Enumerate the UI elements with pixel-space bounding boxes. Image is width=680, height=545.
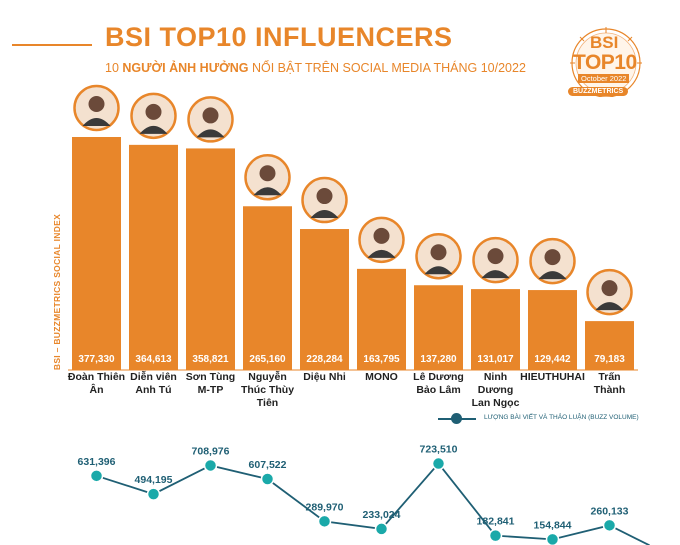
title-rule — [12, 44, 92, 46]
line-point — [488, 528, 503, 543]
avatar-body-icon — [595, 302, 624, 311]
badge-line1: BSI — [590, 33, 619, 52]
category-label: Đoàn Thiên — [68, 371, 125, 383]
avatar-body-icon — [538, 271, 567, 280]
bar — [72, 136, 121, 370]
bar-value-label: 228,284 — [306, 354, 343, 365]
category-label: M-TP — [198, 384, 224, 396]
avatar-head-icon — [316, 188, 333, 205]
category-label: Thúc Thùy — [241, 384, 294, 396]
avatar-body-icon — [196, 129, 225, 138]
category-label: Trấn — [598, 371, 620, 383]
avatar-head-icon — [88, 95, 105, 112]
avatar-body-icon — [139, 125, 168, 134]
badge-line4: BUZZMETRICS — [568, 87, 629, 96]
line-value-label: 708,976 — [192, 445, 230, 457]
line-point — [89, 469, 104, 483]
avatar-body-icon — [424, 266, 453, 275]
category-label: Diệu Nhi — [303, 371, 346, 383]
avatar-head-icon — [259, 165, 276, 182]
avatar-head-icon — [601, 280, 618, 297]
page-subtitle: 10 NGƯỜI ẢNH HƯỞNG NỔI BẬT TRÊN SOCIAL M… — [105, 61, 526, 75]
line-point — [260, 472, 275, 486]
page-title: BSI TOP10 INFLUENCERS — [105, 22, 453, 52]
avatar-body-icon — [82, 117, 111, 126]
avatar-head-icon — [202, 107, 219, 124]
legend-marker-icon — [451, 413, 462, 424]
bar-value-label: 79,183 — [594, 354, 625, 365]
category-label: Lê Dương — [413, 371, 464, 383]
line-value-label: 631,396 — [78, 456, 116, 468]
category-label: Thành — [594, 384, 626, 396]
bar-value-label: 358,821 — [192, 354, 229, 365]
bar-value-label: 163,795 — [363, 354, 400, 365]
avatar-head-icon — [544, 249, 561, 266]
avatar-body-icon — [367, 249, 396, 258]
bar-value-label: 131,017 — [477, 354, 514, 365]
category-label: Anh Tú — [135, 384, 171, 396]
avatar-body-icon — [253, 187, 282, 196]
line-point — [146, 487, 161, 501]
category-label: Bảo Lâm — [416, 384, 460, 396]
line-value-label: 494,195 — [135, 474, 173, 486]
series-line — [96, 462, 650, 545]
line-point — [374, 522, 389, 536]
category-label: MONO — [365, 371, 398, 383]
line-point — [431, 456, 446, 471]
line-value-label: 154,844 — [534, 519, 572, 531]
category-label: Lan Ngọc — [472, 397, 520, 409]
category-label: Ân — [90, 383, 104, 396]
avatar-head-icon — [145, 103, 162, 120]
line-point — [602, 518, 617, 533]
bar-value-label: 377,330 — [78, 354, 115, 365]
bar — [129, 144, 178, 370]
avatar-head-icon — [430, 244, 447, 261]
avatar-body-icon — [481, 270, 510, 279]
legend-label: LƯỢNG BÀI VIẾT VÀ THẢO LUẬN (BUZZ VOLUME… — [484, 414, 639, 421]
bar — [300, 229, 349, 370]
line-value-label: 723,510 — [420, 444, 458, 456]
line-point — [317, 514, 332, 529]
category-label: Dương — [478, 384, 513, 396]
badge-line3: October 2022 — [578, 74, 630, 83]
category-label: Tiên — [257, 397, 278, 409]
bar — [186, 148, 235, 370]
bsi-top10-badge: BSI TOP10 October 2022 BUZZMETRICS — [560, 25, 648, 97]
line-value-label: 233,024 — [363, 509, 401, 521]
bar — [414, 285, 463, 370]
avatar-body-icon — [310, 210, 339, 219]
line-value-label: 607,522 — [249, 459, 287, 471]
line-value-label: 289,970 — [306, 501, 344, 513]
bar — [585, 321, 634, 370]
bar-value-label: 129,442 — [534, 354, 571, 365]
category-label: Diễn viên — [130, 370, 177, 383]
bar — [528, 290, 577, 370]
line-point — [545, 532, 560, 545]
line-point — [203, 458, 218, 473]
category-label: HIEUTHUHAI — [520, 371, 585, 383]
category-label: Sơn Tùng — [186, 371, 235, 383]
line-value-label: 182,841 — [477, 516, 515, 528]
bar-value-label: 265,160 — [249, 354, 286, 365]
avatar-head-icon — [487, 248, 504, 265]
bar-value-label: 137,280 — [420, 354, 457, 365]
bar — [471, 289, 520, 370]
category-label: Ninh — [484, 371, 507, 383]
badge-line2: TOP10 — [573, 51, 637, 74]
bar — [243, 206, 292, 370]
category-label: Nguyễn — [248, 370, 287, 383]
bar — [357, 268, 406, 370]
avatar-head-icon — [373, 227, 390, 244]
bar-value-label: 364,613 — [135, 354, 172, 365]
line-value-label: 260,133 — [591, 505, 629, 517]
